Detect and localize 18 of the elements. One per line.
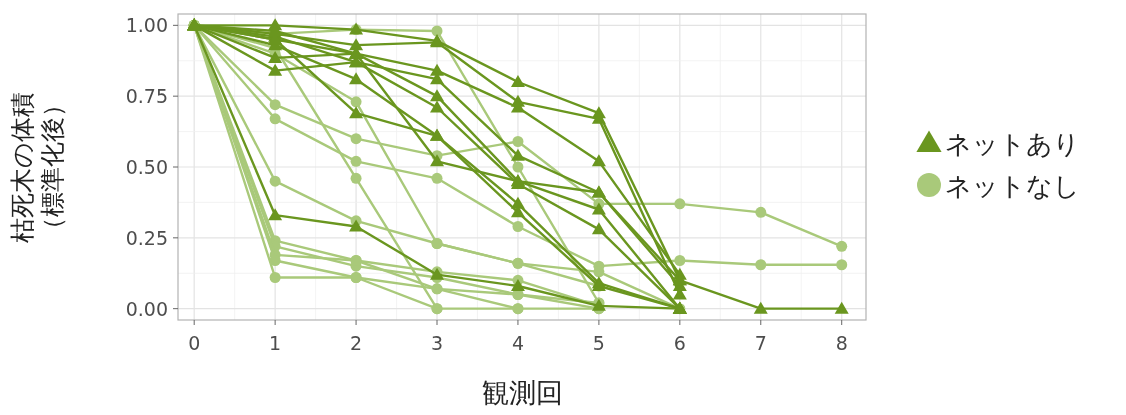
x-tick-label: 2 <box>350 332 363 354</box>
y-tick-label: 1.00 <box>125 14 168 37</box>
x-tick-label: 4 <box>511 332 524 354</box>
x-tick-label: 5 <box>592 332 605 354</box>
x-axis-title: 観測回 <box>481 377 563 408</box>
y-tick-label: 0.00 <box>125 297 168 320</box>
legend-label: ネットなし <box>945 171 1080 201</box>
legend-label: ネットあり <box>945 129 1080 159</box>
x-tick-label: 1 <box>269 332 282 354</box>
x-tick-label: 3 <box>430 332 444 354</box>
x-tick-label: 7 <box>754 332 767 354</box>
y-tick-label: 0.25 <box>125 226 168 249</box>
y-axis-title: 枯死木の体積（標準化後） <box>8 91 67 243</box>
x-tick-label: 8 <box>835 332 848 354</box>
x-tick-label: 6 <box>673 332 686 354</box>
y-tick-label: 0.75 <box>125 85 168 108</box>
x-tick-label: 0 <box>188 332 201 354</box>
y-tick-label: 0.50 <box>125 156 168 178</box>
